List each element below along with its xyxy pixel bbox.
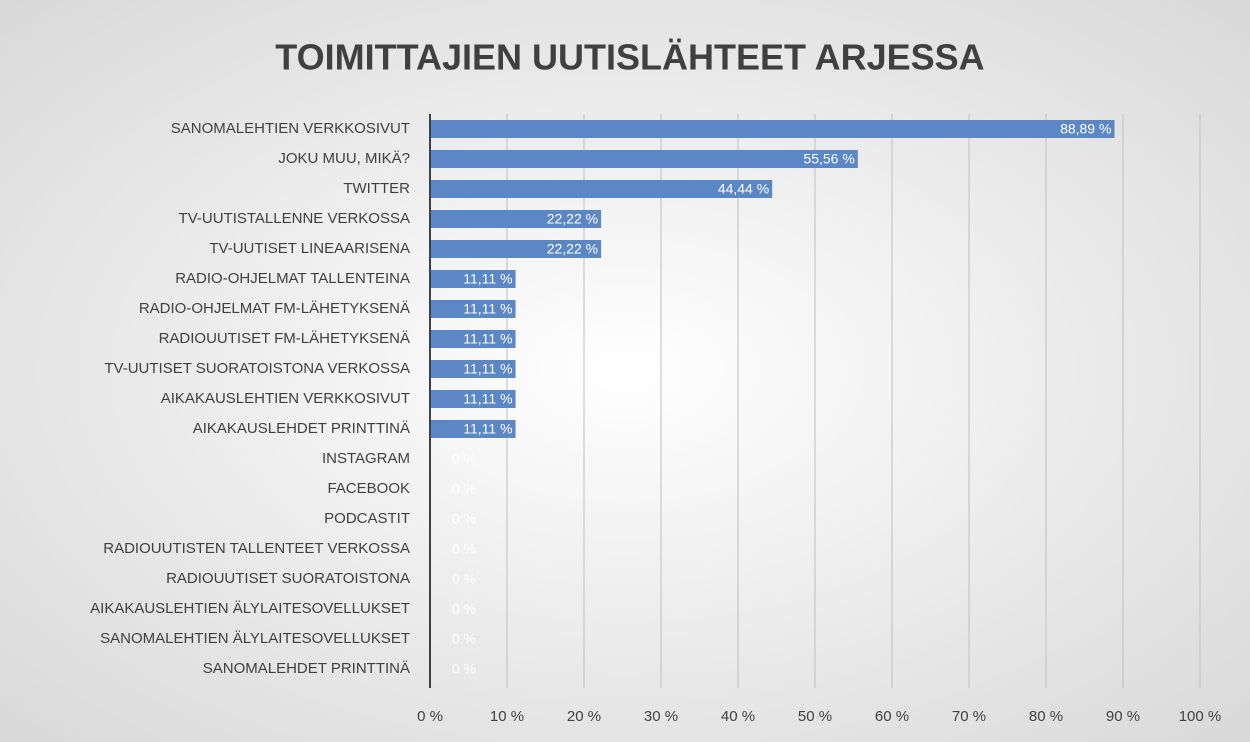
value-label: 0 % [452, 571, 476, 587]
bar [430, 330, 516, 348]
y-tick-label: AIKAKAUSLEHTIEN VERKKOSIVUT [161, 390, 410, 407]
value-label: 55,56 % [803, 151, 854, 167]
bar [430, 210, 602, 228]
value-label: 11,11 % [463, 331, 512, 347]
x-tick-label: 90 % [1106, 708, 1140, 725]
bar [430, 150, 858, 168]
y-tick-label: SANOMALEHTIEN VERKKOSIVUT [171, 120, 410, 137]
y-tick-label: PODCASTIT [324, 510, 410, 527]
y-tick-label: RADIOUUTISTEN TALLENTEET VERKOSSA [103, 540, 410, 557]
x-tick-label: 70 % [952, 708, 986, 725]
value-label: 22,22 % [547, 211, 598, 227]
y-tick-label: SANOMALEHDET PRINTTINÄ [203, 660, 410, 677]
y-tick-label: SANOMALEHTIEN ÄLYLAITESOVELLUKSET [100, 630, 410, 647]
bar [430, 300, 516, 318]
value-label: 22,22 % [547, 241, 598, 257]
bar [430, 360, 516, 378]
x-tick-label: 60 % [875, 708, 909, 725]
value-label: 0 % [452, 661, 476, 677]
value-label: 0 % [452, 541, 476, 557]
y-tick-label: RADIO-OHJELMAT TALLENTEINA [175, 270, 410, 287]
value-label: 44,44 % [718, 181, 769, 197]
y-tick-label: AIKAKAUSLEHTIEN ÄLYLAITESOVELLUKSET [90, 600, 410, 617]
y-tick-label: TV-UUTISTALLENNE VERKOSSA [179, 210, 410, 227]
chart-title: TOIMITTAJIEN UUTISLÄHTEET ARJESSA [275, 37, 984, 78]
y-tick-label: TWITTER [343, 180, 410, 197]
bar [430, 120, 1115, 138]
value-label: 11,11 % [463, 301, 512, 317]
value-label: 0 % [452, 601, 476, 617]
x-tick-label: 80 % [1029, 708, 1063, 725]
value-label: 0 % [452, 511, 476, 527]
y-tick-label: RADIOUUTISET FM-LÄHETYKSENÄ [159, 330, 410, 347]
bar [430, 240, 602, 258]
x-tick-label: 10 % [490, 708, 524, 725]
y-tick-label: TV-UUTISET SUORATOISTONA VERKOSSA [104, 360, 410, 377]
value-label: 88,89 % [1060, 121, 1111, 137]
bar [430, 180, 773, 198]
value-label: 11,11 % [463, 391, 512, 407]
x-tick-label: 40 % [721, 708, 755, 725]
y-tick-label: FACEBOOK [327, 480, 410, 497]
y-tick-label: INSTAGRAM [322, 450, 410, 467]
value-label: 0 % [452, 631, 476, 647]
y-tick-label: AIKAKAUSLEHDET PRINTTINÄ [193, 420, 410, 437]
bar [430, 420, 516, 438]
value-label: 11,11 % [463, 271, 512, 287]
value-label: 11,11 % [463, 361, 512, 377]
value-label: 0 % [452, 481, 476, 497]
y-tick-label: JOKU MUU, MIKÄ? [278, 150, 410, 167]
x-tick-label: 20 % [567, 708, 601, 725]
value-label: 11,11 % [463, 421, 512, 437]
x-tick-label: 100 % [1179, 708, 1222, 725]
y-tick-label: TV-UUTISET LINEAARISENA [209, 240, 410, 257]
x-tick-label: 50 % [798, 708, 832, 725]
y-tick-label: RADIO-OHJELMAT FM-LÄHETYKSENÄ [139, 300, 410, 317]
y-tick-label: RADIOUUTISET SUORATOISTONA [166, 570, 410, 587]
x-tick-label: 30 % [644, 708, 678, 725]
x-tick-label: 0 % [417, 708, 443, 725]
bar [430, 270, 516, 288]
value-label: 0 % [452, 451, 476, 467]
bar [430, 390, 516, 408]
